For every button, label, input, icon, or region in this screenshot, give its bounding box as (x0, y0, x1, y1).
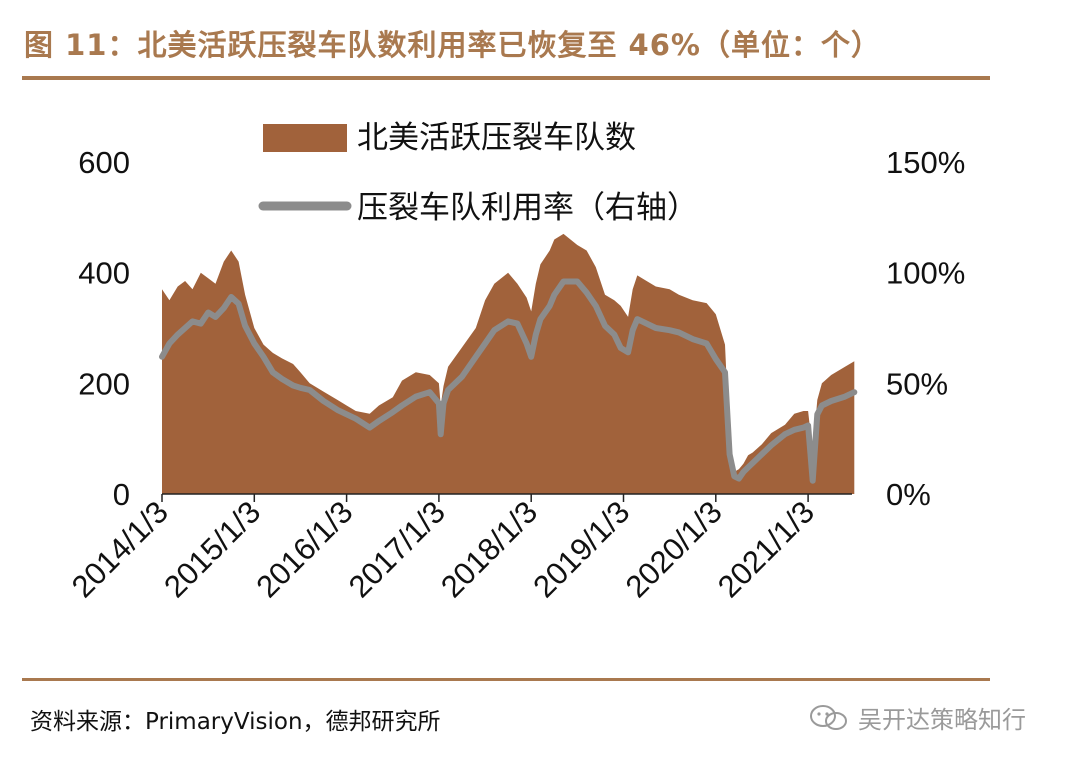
y-left-tick-label: 0 (113, 477, 130, 512)
y-left-tick-label: 200 (78, 366, 130, 401)
line-series-utilization (159, 278, 858, 484)
legend-area-swatch (263, 124, 347, 152)
x-tick-label: 2017/1/3 (342, 494, 452, 604)
y-right-tick-label: 100% (886, 256, 965, 291)
legend: 北美活跃压裂车队数 压裂车队利用率（右轴） (258, 120, 698, 226)
figure-title: 图 11：北美活跃压裂车队数利用率已恢复至 46%（单位：个） (24, 28, 881, 62)
x-tick-label: 2019/1/3 (526, 494, 636, 604)
y-left-tick-label: 400 (78, 256, 130, 291)
y-right-tick-label: 50% (886, 366, 948, 401)
area-line-chart: 6004002000150%100%50%0%2014/1/32015/1/32… (65, 120, 965, 604)
area-series-fleet-count (162, 233, 855, 494)
title-rule (22, 76, 990, 80)
line-layer (159, 278, 858, 484)
x-tick-label: 2016/1/3 (249, 494, 359, 604)
source-note: 资料来源：PrimaryVision，德邦研究所 (30, 709, 441, 735)
y-right-tick-label: 150% (886, 145, 965, 180)
area-layer (162, 233, 855, 494)
legend-area-label: 北美活跃压裂车队数 (357, 120, 636, 156)
legend-line-label: 压裂车队利用率（右轴） (357, 190, 698, 226)
x-tick-label: 2015/1/3 (157, 494, 267, 604)
x-tick-label: 2021/1/3 (711, 494, 821, 604)
source-rule (22, 678, 990, 681)
x-tick-label: 2020/1/3 (619, 494, 729, 604)
y-right-tick-label: 0% (886, 477, 931, 512)
watermark-text: 吴开达策略知行 (858, 706, 1026, 734)
watermark: 吴开达策略知行 (808, 700, 1026, 735)
x-tick-label: 2018/1/3 (434, 494, 544, 604)
y-left-tick-label: 600 (78, 145, 130, 180)
wechat-icon (810, 704, 847, 730)
